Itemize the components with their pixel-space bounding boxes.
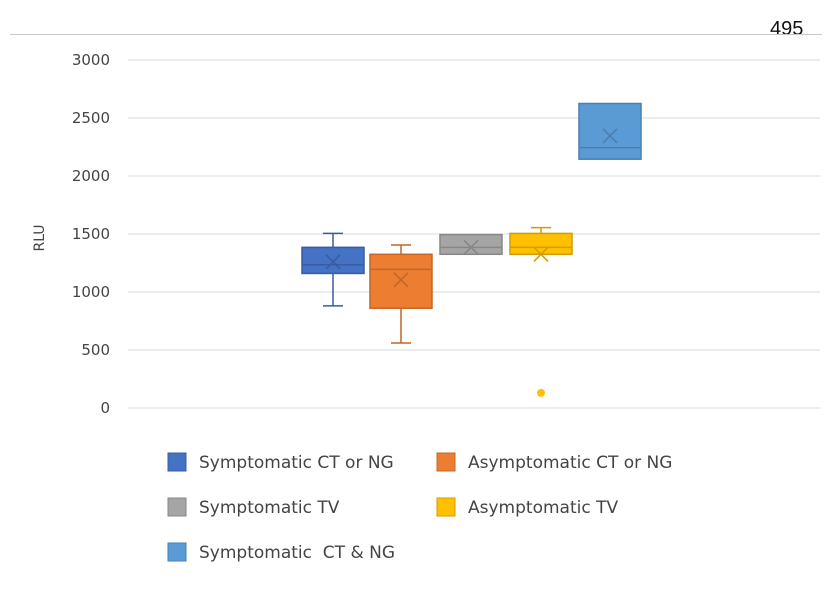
box-2 [439,233,503,256]
box-4-iqr [578,102,642,160]
box-3 [509,226,573,397]
legend-swatch-1 [436,452,456,472]
y-tick-label-1: 500 [81,341,110,359]
box-3-mean-b [533,246,549,262]
legend-label-3: Asymptomatic TV [468,498,618,518]
box-2-iqr [439,233,503,256]
y-tick-label-5: 2500 [72,109,110,127]
y-tick-label-0: 0 [100,399,110,417]
box-0-mean-b [325,254,341,270]
legend-swatch-4 [167,542,187,562]
header-rule [10,34,822,35]
box-0-iqr [301,246,365,275]
y-tick-label-2: 1000 [72,283,110,301]
box-3-outlier-0 [537,388,545,397]
boxes [301,102,642,397]
legend-label-2: Symptomatic TV [199,498,340,518]
box-3-iqr [509,232,573,256]
box-1-mean-b [393,272,409,288]
box-4-mean-b [602,128,618,144]
box-0 [301,232,365,307]
box-1 [369,244,433,344]
y-axis-ticks: 0 500 1000 1500 2000 2500 3000 [72,51,110,417]
legend: Symptomatic CT or NG Asymptomatic CT or N… [167,452,672,563]
legend-label-4: Symptomatic CT & NG [199,543,395,563]
y-tick-label-3: 1500 [72,225,110,243]
legend-swatch-0 [167,452,187,472]
y-tick-label-6: 3000 [72,51,110,69]
y-tick-label-4: 2000 [72,167,110,185]
legend-label-0: Symptomatic CT or NG [199,453,394,473]
legend-label-1: Asymptomatic CT or NG [468,453,672,473]
legend-swatch-2 [167,497,187,517]
box-1-iqr [369,253,433,309]
y-axis-label: RLU [32,224,48,251]
legend-swatch-3 [436,497,456,517]
box-2-mean-b [463,239,479,255]
box-4 [578,102,642,160]
